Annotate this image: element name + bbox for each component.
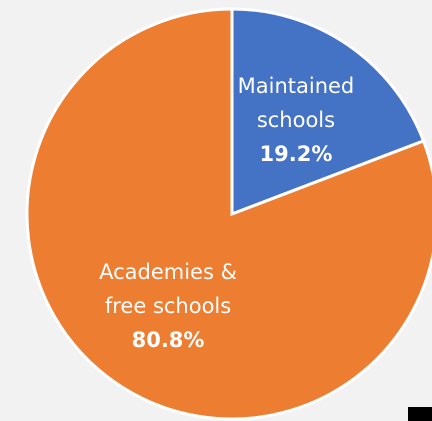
corner-block bbox=[408, 407, 432, 421]
slice-label: Maintained schools bbox=[238, 74, 355, 132]
pie-slice bbox=[25, 7, 432, 421]
slice-label: Academies & free schools bbox=[99, 260, 237, 318]
pie bbox=[25, 7, 432, 421]
labels: Maintained schools 19.2% Academies & free sc… bbox=[99, 74, 354, 352]
pie-slice bbox=[230, 7, 426, 217]
value-label: 80.8% bbox=[132, 328, 205, 352]
value-label: 19.2% bbox=[260, 142, 333, 166]
